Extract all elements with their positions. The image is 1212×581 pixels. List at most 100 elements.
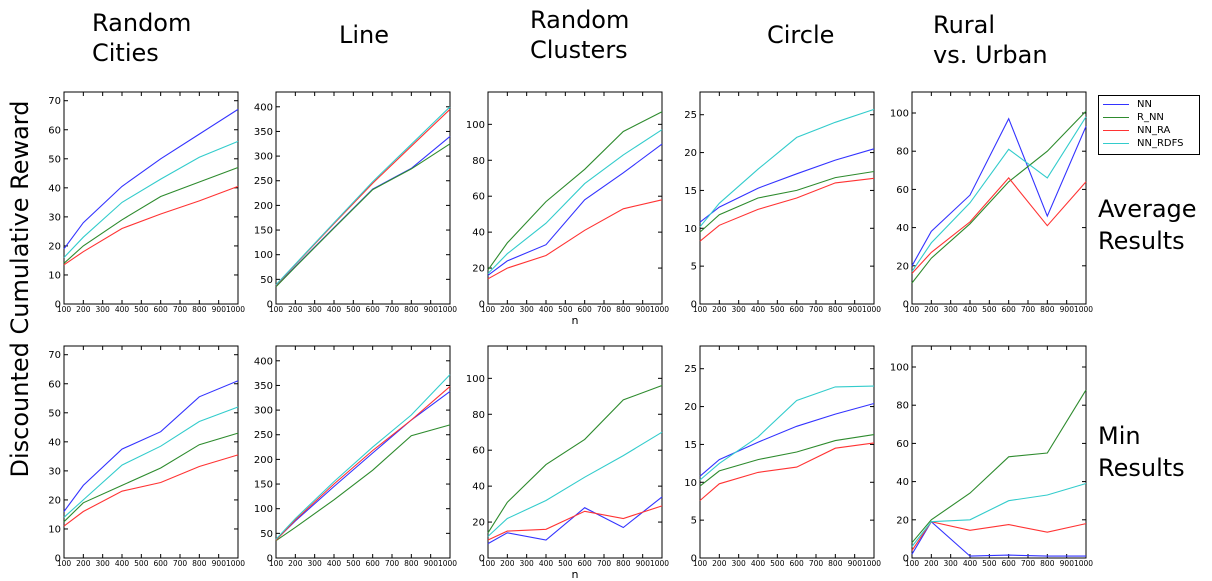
x-tick-label: 700	[1021, 305, 1036, 314]
series-line-nn-rdfs	[487, 129, 663, 274]
x-tick-label: 600	[366, 559, 381, 568]
x-tick-label: 400	[539, 559, 554, 568]
panel-0-3: 0 5 10 15 20 25 100 200 300 400 500 600 700 800 900100…	[684, 91, 882, 314]
x-tick-label: 9001000	[848, 305, 882, 314]
panel-frame	[911, 91, 1087, 305]
x-tick-label: 400	[327, 559, 342, 568]
x-tick-label: 9001000	[636, 559, 670, 568]
x-tick-label: 100	[905, 559, 920, 568]
x-tick-label: 500	[134, 559, 149, 568]
y-tick-label: 80	[896, 401, 909, 412]
series-line-nn-ra	[699, 442, 875, 501]
series-line-r-nn	[487, 384, 663, 534]
y-tick-label: 80	[896, 147, 909, 158]
x-tick-label: 200	[712, 559, 727, 568]
x-tick-label: 600	[578, 559, 593, 568]
legend-label-nn-ra: NN_RA	[1137, 125, 1171, 136]
series-line-r-nn	[911, 110, 1087, 284]
x-tick-label: 300	[96, 305, 111, 314]
y-tick-label: 300	[254, 406, 273, 417]
column-title-line: Line	[339, 21, 390, 49]
y-tick-label: 0	[479, 300, 485, 311]
x-tick-label: 100	[269, 305, 284, 314]
panel-1-4: 0 20 40 60 80 100 100 200 300 400 500 600 700 800 9001…	[890, 345, 1094, 568]
y-tick-label: 70	[48, 350, 61, 361]
y-tick-label: 300	[254, 152, 273, 163]
x-tick-label: 200	[76, 559, 91, 568]
x-tick-label: 300	[308, 559, 323, 568]
series-line-nn	[487, 496, 663, 545]
y-tick-label: 100	[254, 250, 273, 261]
x-tick-label: 500	[346, 559, 361, 568]
x-tick-label: 800	[192, 559, 207, 568]
y-tick-label: 150	[254, 480, 273, 491]
panel-frame	[911, 345, 1087, 559]
y-tick-label: 20	[684, 402, 697, 413]
x-tick-label: 800	[828, 559, 843, 568]
x-tick-label: 9001000	[1060, 559, 1094, 568]
series-line-r-nn	[911, 389, 1087, 544]
x-tick-label: 800	[404, 305, 419, 314]
series-line-nn-rdfs	[487, 431, 663, 537]
y-tick-label: 30	[48, 212, 61, 223]
x-tick-label: 500	[770, 559, 785, 568]
panel-frame	[699, 91, 875, 305]
series-line-nn-rdfs	[275, 374, 451, 540]
x-tick-label: 800	[828, 305, 843, 314]
y-tick-label: 0	[903, 300, 909, 311]
x-tick-label: 200	[924, 305, 939, 314]
series-line-nn-ra	[63, 185, 239, 266]
panel-0-4: 0 20 40 60 80 100 100 200 300 400 500 600 700 800 9001…	[890, 91, 1093, 314]
x-tick-label: 9001000	[636, 305, 670, 314]
x-tick-label: 400	[115, 305, 130, 314]
series-line-nn	[911, 117, 1087, 267]
y-tick-label: 80	[472, 156, 485, 167]
x-tick-label: 300	[944, 559, 959, 568]
y-tick-label: 400	[254, 102, 273, 113]
x-tick-label: 500	[770, 305, 785, 314]
x-tick-label: 200	[712, 305, 727, 314]
y-tick-label: 40	[896, 477, 909, 488]
x-tick-label: 9001000	[848, 559, 882, 568]
y-tick-label: 0	[55, 300, 61, 311]
y-tick-label: 50	[48, 154, 61, 165]
panel-1-0: 0 10 20 30 40 50 60 70 100 200 300 400 500 600 700 800 9…	[48, 345, 246, 568]
x-tick-label: 500	[558, 305, 573, 314]
x-tick-label: 200	[288, 559, 303, 568]
series-line-nn-ra	[487, 505, 663, 541]
legend-swatch-nn-ra	[1103, 130, 1129, 131]
series-line-nn-ra	[275, 385, 451, 541]
x-tick-label: 500	[982, 305, 997, 314]
x-tick-label: 800	[1040, 559, 1055, 568]
x-tick-label: 800	[1040, 305, 1055, 314]
x-tick-label: 300	[732, 305, 747, 314]
legend-label-nn-rdfs: NN_RDFS	[1137, 138, 1184, 149]
x-tick-label: 9001000	[212, 559, 246, 568]
series-line-r-nn	[275, 143, 451, 288]
x-tick-label: 400	[963, 305, 978, 314]
y-tick-label: 20	[472, 518, 485, 529]
series-line-nn	[487, 143, 663, 276]
legend-label-r-nn: R_NN	[1137, 112, 1164, 123]
x-tick-label: 500	[982, 559, 997, 568]
x-tick-label: 600	[366, 305, 381, 314]
y-tick-label: 20	[896, 261, 909, 272]
series-line-r-nn	[63, 166, 239, 264]
x-tick-label: 100	[57, 559, 72, 568]
y-tick-label: 0	[267, 300, 273, 311]
x-axis-label: n	[572, 568, 579, 581]
y-tick-label: 250	[254, 176, 273, 187]
panel-0-0: 0 10 20 30 40 50 60 70 100 200 300 400 500 600 700 800 9…	[48, 91, 245, 314]
x-tick-label: 100	[693, 305, 708, 314]
x-tick-label: 300	[520, 305, 535, 314]
x-tick-label: 600	[790, 559, 805, 568]
panel-1-1: 0 50 100 150 200 250 300 350 400 100 200 300 400 500 6…	[254, 345, 457, 568]
x-tick-label: 300	[96, 559, 111, 568]
x-tick-label: 800	[616, 305, 631, 314]
y-tick-label: 50	[260, 275, 273, 286]
series-line-nn	[63, 108, 239, 250]
y-tick-label: 30	[48, 466, 61, 477]
y-tick-label: 0	[479, 554, 485, 565]
x-tick-label: 200	[500, 305, 515, 314]
